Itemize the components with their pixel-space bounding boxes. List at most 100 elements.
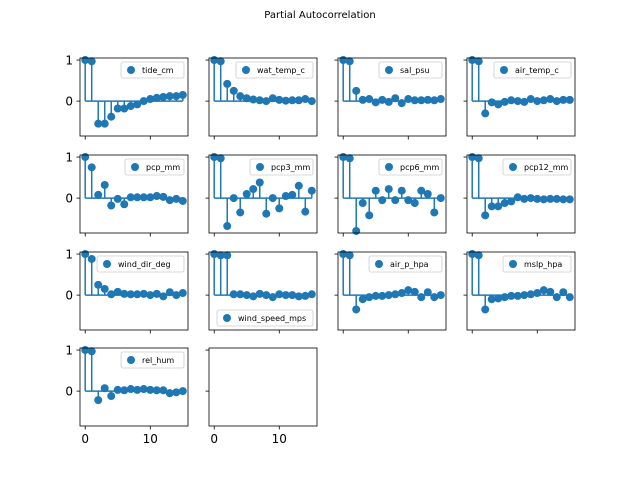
axes-frame (466, 57, 576, 137)
data-point (87, 163, 96, 172)
data-point (481, 109, 490, 118)
data-point (107, 392, 116, 401)
x-tick-label: 0 (210, 432, 218, 446)
axes-frame (79, 251, 189, 331)
legend: rel_hum (120, 351, 185, 369)
data-point (487, 295, 496, 304)
data-point (481, 305, 490, 314)
data-point (113, 287, 122, 296)
data-point (494, 294, 503, 303)
data-point (436, 194, 445, 203)
data-point (565, 293, 574, 302)
axes-frame (79, 57, 189, 137)
data-point (165, 389, 174, 398)
legend-marker (385, 163, 393, 171)
legend-label: pcp_mm (146, 163, 180, 172)
legend-label: air_p_hpa (390, 260, 429, 269)
data-point (107, 201, 116, 210)
data-point (410, 287, 419, 296)
data-point (113, 385, 122, 394)
data-point (275, 290, 284, 299)
data-point (178, 289, 187, 298)
legend-marker (385, 66, 393, 74)
data-point (133, 193, 142, 202)
data-point (81, 250, 90, 259)
data-point (87, 57, 96, 66)
axes-frame (337, 154, 447, 234)
legend-label: wat_temp_c (257, 66, 305, 75)
data-point (552, 97, 561, 106)
data-point (139, 97, 148, 106)
data-point (352, 305, 361, 314)
data-point (113, 104, 122, 113)
data-point (100, 180, 109, 189)
data-point (423, 288, 432, 297)
data-point (216, 154, 225, 163)
data-point (178, 90, 187, 99)
legend-marker (242, 66, 250, 74)
data-point (165, 196, 174, 205)
y-tick-label: 0 (65, 385, 73, 399)
data-point (365, 211, 374, 220)
data-point (520, 291, 529, 300)
data-point (216, 57, 225, 66)
legend-box (378, 61, 443, 79)
data-point (430, 208, 439, 217)
legend-label: wind_speed_mps (238, 314, 306, 323)
data-point (249, 95, 258, 104)
data-point (146, 95, 155, 104)
legend: wat_temp_c (235, 61, 314, 79)
subplot-wind_dir_deg: 0 1 wind_dir_deg (65, 248, 189, 334)
data-point (436, 95, 445, 104)
data-point (507, 197, 516, 206)
data-point (255, 96, 264, 105)
data-point (152, 93, 161, 102)
legend-box (120, 351, 185, 369)
data-point (236, 290, 245, 299)
data-point (294, 181, 303, 190)
data-point (146, 193, 155, 202)
figure-title: Partial Autocorrelation (264, 10, 375, 21)
data-point (487, 202, 496, 211)
data-point (539, 286, 548, 295)
axes-frame (208, 57, 318, 137)
data-point (126, 290, 135, 299)
data-point (301, 291, 310, 300)
data-point (404, 196, 413, 205)
legend: air_p_hpa (368, 255, 443, 273)
axes-frame (337, 251, 447, 331)
data-point (255, 289, 264, 298)
data-point (262, 209, 271, 218)
data-point (494, 100, 503, 109)
data-point (559, 95, 568, 104)
data-point (565, 95, 574, 104)
data-point (139, 193, 148, 202)
data-point (236, 208, 245, 217)
data-point (301, 95, 310, 104)
legend-marker (509, 163, 517, 171)
legend-box (235, 61, 314, 79)
x-tick-label: 10 (143, 432, 158, 446)
data-point (345, 57, 354, 66)
data-point (365, 95, 374, 104)
data-point (378, 291, 387, 300)
data-point (159, 292, 168, 301)
legend-box (502, 255, 572, 273)
legend: pcp12_mm (502, 158, 572, 176)
data-point (126, 385, 135, 394)
data-point (255, 178, 264, 187)
data-point (546, 95, 555, 104)
data-point (345, 154, 354, 163)
axes-frame (337, 57, 447, 137)
subplot-grid: 0 1 tide_cm wat_temp_c sal_psu air_temp_c 0 1 pc… (65, 54, 576, 446)
data-point (352, 226, 361, 235)
data-point (526, 194, 535, 203)
data-point (474, 57, 483, 66)
data-point (152, 289, 161, 298)
data-point (307, 186, 316, 195)
data-point (94, 190, 103, 199)
data-point (559, 288, 568, 297)
data-point (430, 293, 439, 302)
data-point (294, 292, 303, 301)
data-point (391, 94, 400, 103)
